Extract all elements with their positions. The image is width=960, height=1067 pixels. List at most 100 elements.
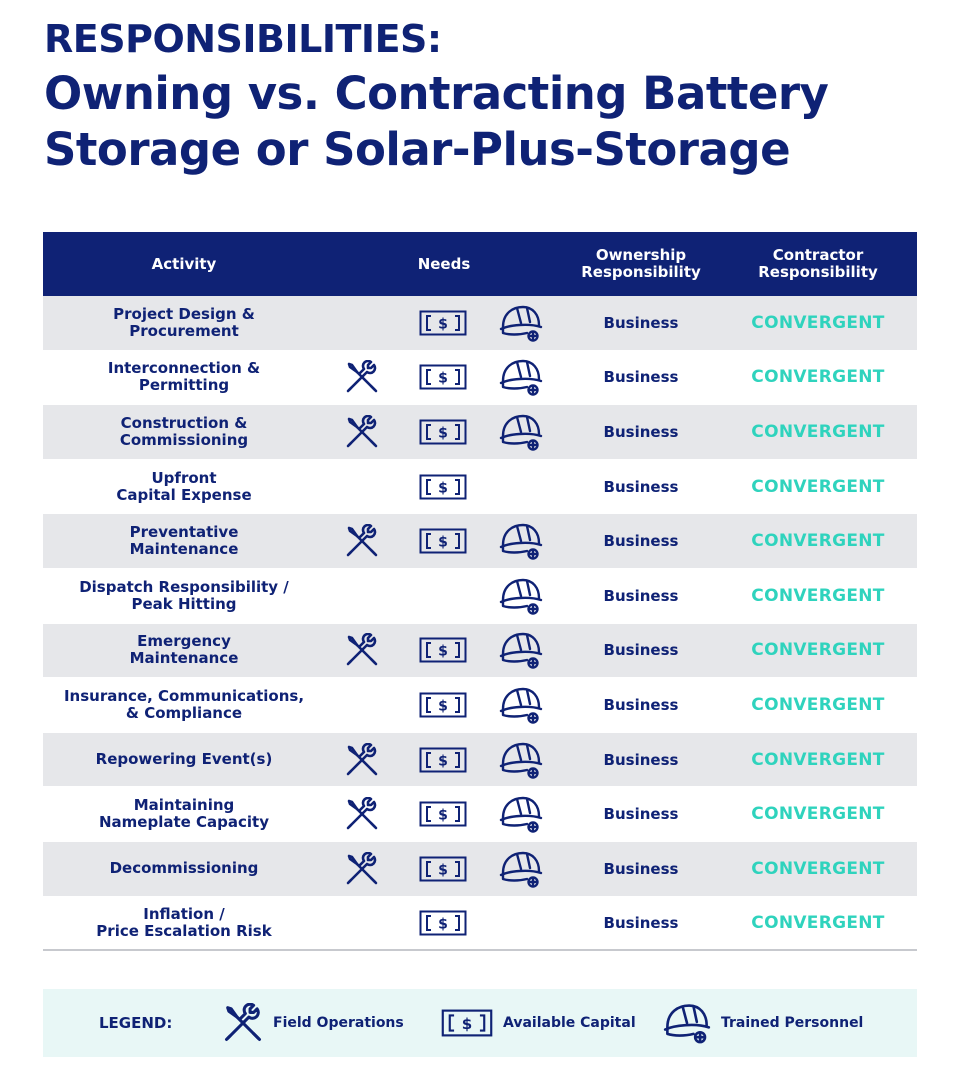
- contractor-logo: CONVERGENT: [751, 749, 885, 770]
- wrench-screwdriver-icon: [345, 360, 379, 394]
- ownership-cell: Business: [603, 859, 679, 878]
- contractor-logo: CONVERGENT: [751, 585, 885, 606]
- needs-cell: $: [325, 624, 563, 678]
- header-needs: Needs: [417, 254, 471, 273]
- table-row: Interconnection & Permitting $ Business C…: [43, 351, 917, 406]
- svg-text:$: $: [438, 698, 448, 714]
- contractor-logo: CONVERGENT: [751, 421, 885, 442]
- hard-hat-icon: [499, 794, 543, 834]
- activity-cell: Upfront Capital Expense: [116, 468, 252, 504]
- header-activity: Activity: [151, 254, 217, 273]
- cash-bill-icon: $: [419, 474, 467, 500]
- cash-bill-icon: $: [419, 310, 467, 336]
- activity-cell: Preventative Maintenance: [129, 523, 239, 559]
- title-line-3: Storage or Solar-Plus-Storage: [44, 123, 791, 176]
- needs-cell: $: [325, 460, 563, 514]
- svg-text:$: $: [438, 425, 448, 441]
- legend-available-capital-label: Available Capital: [503, 1015, 636, 1031]
- needs-cell: $: [325, 405, 563, 459]
- hard-hat-icon: [499, 357, 543, 397]
- ownership-cell: Business: [603, 477, 679, 496]
- cash-bill-icon: $: [441, 1009, 493, 1037]
- cash-bill-icon: $: [419, 364, 467, 390]
- svg-text:$: $: [438, 862, 448, 878]
- contractor-logo: CONVERGENT: [751, 694, 885, 715]
- table-row: Upfront Capital Expense $ Business CONVER…: [43, 460, 917, 515]
- table-row: Project Design & Procurement $ Business C…: [43, 296, 917, 351]
- ownership-cell: Business: [603, 641, 679, 660]
- contractor-logo: CONVERGENT: [751, 531, 885, 552]
- hard-hat-icon: [499, 412, 543, 452]
- needs-cell: $: [325, 842, 563, 896]
- hard-hat-icon: [499, 685, 543, 725]
- cash-bill-icon: $: [419, 637, 467, 663]
- ownership-cell: Business: [603, 805, 679, 824]
- activity-cell: Interconnection & Permitting: [107, 359, 261, 395]
- ownership-cell: Business: [603, 422, 679, 441]
- contractor-logo: CONVERGENT: [751, 312, 885, 333]
- activity-cell: Dispatch Responsibility / Peak Hitting: [79, 577, 289, 613]
- wrench-screwdriver-icon: [345, 796, 379, 831]
- svg-text:$: $: [438, 371, 448, 387]
- wrench-screwdriver-icon: [345, 523, 379, 558]
- table-row: Dispatch Responsibility / Peak Hitting B…: [43, 569, 917, 624]
- cash-bill-icon: $: [419, 747, 467, 773]
- needs-cell: $: [325, 296, 563, 350]
- hard-hat-icon: [499, 576, 543, 616]
- contractor-logo: CONVERGENT: [751, 912, 885, 933]
- cash-bill-icon: $: [419, 801, 467, 827]
- needs-cell: $: [325, 787, 563, 841]
- legend-label: LEGEND:: [99, 1014, 173, 1032]
- needs-cell: $: [325, 514, 563, 568]
- table-row: Preventative Maintenance $ Business CONVE…: [43, 514, 917, 569]
- svg-text:$: $: [438, 535, 448, 551]
- activity-cell: Decommissioning: [109, 859, 259, 878]
- table-row: Insurance, Communications, & Compliance …: [43, 678, 917, 733]
- wrench-screwdriver-icon: [345, 742, 379, 777]
- hard-hat-icon: [663, 1001, 711, 1045]
- cash-bill-icon: $: [419, 910, 467, 936]
- hard-hat-icon: [499, 521, 543, 561]
- legend-trained-personnel: Trained Personnel: [663, 1001, 863, 1045]
- hard-hat-icon: [499, 303, 543, 343]
- svg-text:$: $: [438, 753, 448, 769]
- ownership-cell: Business: [603, 313, 679, 332]
- cash-bill-icon: $: [419, 419, 467, 445]
- table-header: Activity Needs Ownership Responsibility …: [43, 232, 917, 296]
- svg-text:$: $: [438, 480, 448, 496]
- title-line-2: Owning vs. Contracting Battery: [44, 67, 829, 120]
- responsibilities-table: Activity Needs Ownership Responsibility …: [43, 232, 917, 952]
- contractor-logo: CONVERGENT: [751, 476, 885, 497]
- needs-cell: $: [325, 897, 563, 950]
- table-row: Decommissioning $ Business CONVERGENT: [43, 841, 917, 897]
- cash-bill-icon: $: [419, 692, 467, 718]
- ownership-cell: Business: [603, 750, 679, 769]
- activity-cell: Construction & Commissioning: [119, 413, 249, 449]
- header-ownership: Ownership Responsibility: [581, 246, 701, 281]
- ownership-cell: Business: [603, 368, 679, 387]
- wrench-screwdriver-icon: [345, 633, 379, 667]
- ownership-cell: Business: [603, 913, 679, 932]
- activity-cell: Inflation / Price Escalation Risk: [96, 904, 272, 940]
- cash-bill-icon: $: [419, 856, 467, 882]
- wrench-screwdriver-icon: [345, 851, 379, 886]
- svg-text:$: $: [462, 1015, 472, 1033]
- table-row: Repowering Event(s) $ Business CONVERGENT: [43, 732, 917, 788]
- contractor-logo: CONVERGENT: [751, 367, 885, 388]
- svg-text:$: $: [438, 916, 448, 932]
- activity-cell: Insurance, Communications, & Compliance: [63, 686, 305, 722]
- activity-cell: Emergency Maintenance: [129, 632, 239, 668]
- page-title: RESPONSIBILITIES: Owning vs. Contracting…: [44, 12, 829, 178]
- legend-available-capital: $ Available Capital: [441, 1009, 636, 1037]
- wrench-screwdriver-icon: [223, 1002, 263, 1043]
- cash-bill-icon: $: [419, 528, 467, 554]
- table-row: Emergency Maintenance $ Business CONVERGE…: [43, 623, 917, 679]
- activity-cell: Repowering Event(s): [95, 750, 273, 769]
- legend: LEGEND: Field Operations $ Available Cap…: [43, 989, 917, 1057]
- svg-text:$: $: [438, 808, 448, 824]
- contractor-logo: CONVERGENT: [751, 640, 885, 661]
- contractor-logo: CONVERGENT: [751, 804, 885, 825]
- hard-hat-icon: [499, 740, 543, 780]
- svg-text:$: $: [438, 644, 448, 660]
- needs-cell: [325, 569, 563, 623]
